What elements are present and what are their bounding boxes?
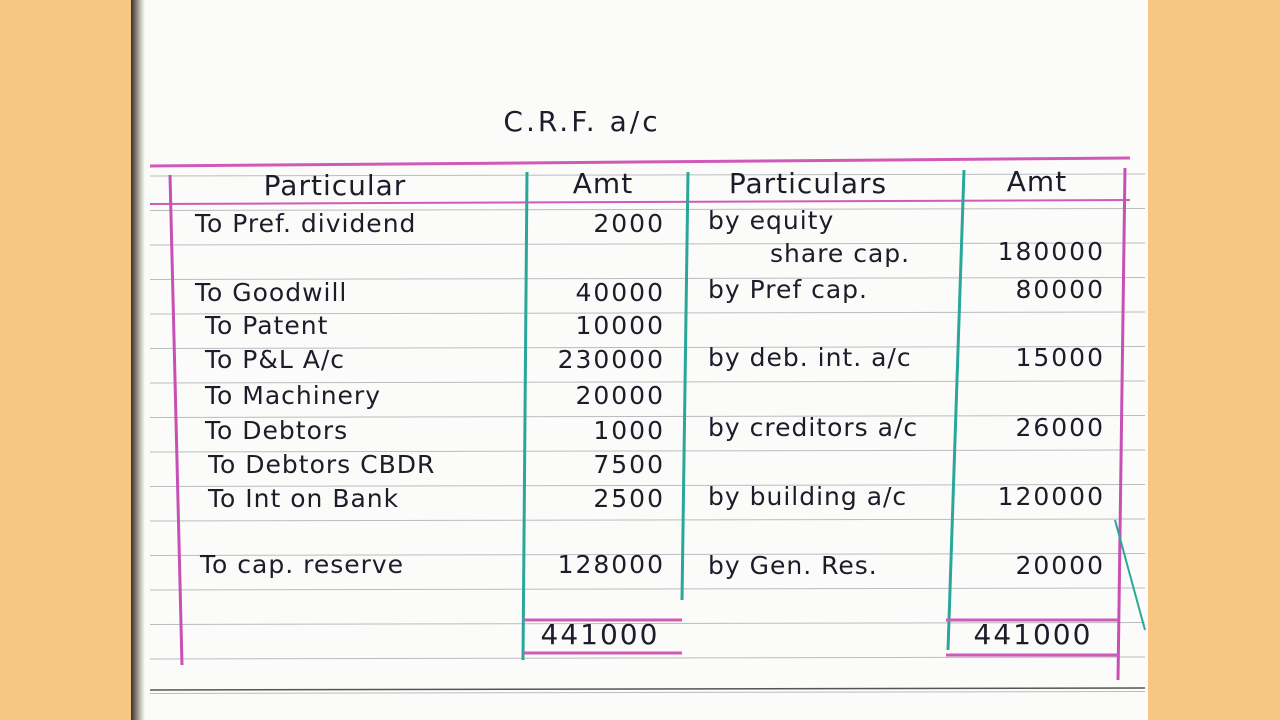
header: Particulars [729,167,887,200]
particular: To Int on Bank [207,484,399,513]
column-line [521,171,529,661]
ruled-line [149,484,1146,487]
particular: To Goodwill [194,278,347,307]
paper [131,0,1148,720]
particular: To Debtors CBDR [207,450,435,479]
particular: by Gen. Res. [708,551,878,580]
particular: To Patent [204,311,328,340]
particular: by equity [708,206,834,235]
top-rule [149,156,1131,168]
margin-line [168,174,184,666]
ruled-line [149,311,1146,315]
amount: 15000 [1015,343,1105,372]
particular: by building a/c [708,482,907,511]
ruled-lines [149,173,1146,694]
ruled-line [149,415,1146,418]
ruled-line [149,622,1146,625]
amount: 20000 [575,381,665,410]
ruled-line [149,518,1146,522]
ruled-line [149,553,1146,556]
amount: 80000 [1015,275,1105,304]
ruled-line [149,449,1146,453]
title: C.R.F. a/c [503,105,660,138]
total: 441000 [541,618,660,651]
paper-edge [131,0,145,720]
ruled-line [149,656,1146,660]
ruled-line [149,277,1146,280]
margin-line [1116,167,1127,681]
ruled-line [149,173,1146,177]
amount: 180000 [998,237,1105,266]
amount: 10000 [575,311,665,340]
amount: 2000 [593,209,665,238]
header-rule [149,199,1131,205]
particular: To Pref. dividend [194,209,416,238]
particular: To Debtors [204,416,348,445]
particular: by Pref cap. [708,275,868,304]
column-line [946,169,966,651]
amount: 230000 [558,345,665,374]
header: Amt [573,167,633,200]
particular: To cap. reserve [199,550,404,579]
header: Particular [264,169,407,202]
amount: 20000 [1015,551,1105,580]
particular: by deb. int. a/c [708,343,912,372]
amount: 1000 [593,416,665,445]
ruled-line [149,587,1146,591]
header: Amt [1007,165,1067,198]
particular: To P&L A/c [204,345,345,374]
amount: 7500 [593,450,665,479]
column-line [680,171,690,601]
ruled-line [149,691,1146,694]
total: 441000 [974,618,1093,651]
ruled-line [149,380,1146,384]
amount: 2500 [593,484,665,513]
ruled-line [149,208,1146,211]
stroke-mark [1114,519,1146,631]
amount: 120000 [998,482,1105,511]
particular: To Machinery [204,381,381,410]
particular: share cap. [770,239,910,268]
ruled-line [149,242,1146,246]
amount: 26000 [1015,413,1105,442]
particular: by creditors a/c [708,413,918,442]
ruled-line [149,687,1146,691]
amount: 40000 [575,278,665,307]
amount: 128000 [558,550,665,579]
ruled-line [149,346,1146,349]
